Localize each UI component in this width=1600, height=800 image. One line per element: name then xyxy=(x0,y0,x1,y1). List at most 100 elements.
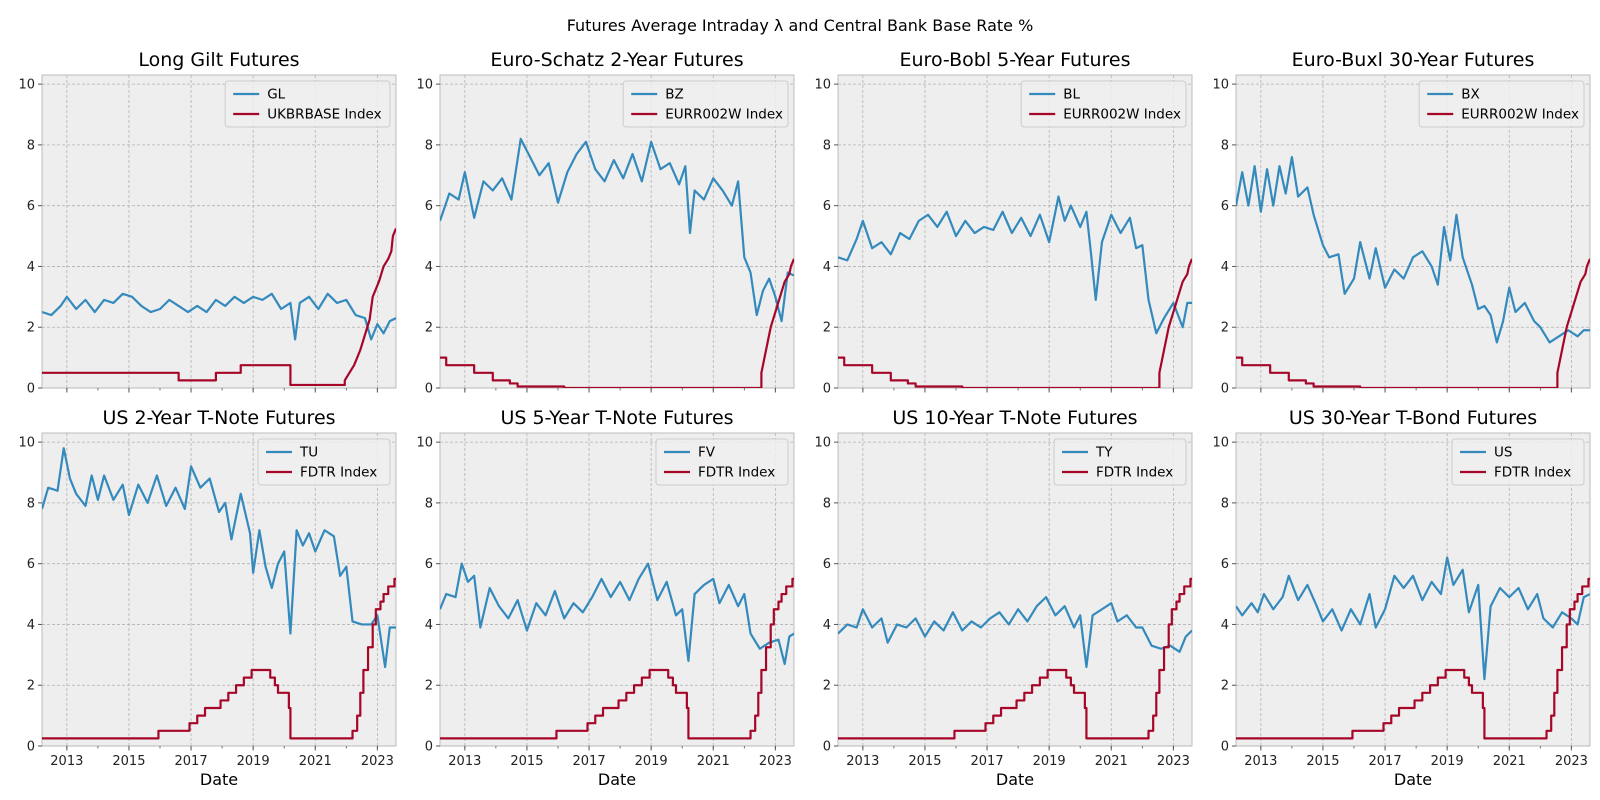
panel-title: Euro-Bobl 5-Year Futures xyxy=(900,49,1131,71)
y-tick-label: 0 xyxy=(27,382,35,397)
y-tick-label: 0 xyxy=(823,740,831,755)
x-tick-label: 2023 xyxy=(1555,754,1588,769)
futures-line xyxy=(1236,155,1590,344)
legend-label: BL xyxy=(1063,87,1080,103)
y-tick-label: 8 xyxy=(1221,496,1229,511)
y-tick-label: 10 xyxy=(814,78,831,93)
y-tick-label: 6 xyxy=(425,557,433,572)
y-tick-label: 6 xyxy=(823,557,831,572)
y-tick-label: 10 xyxy=(18,78,35,93)
legend-label: UKBRBASE Index xyxy=(267,107,381,123)
y-tick-label: 2 xyxy=(1221,321,1229,336)
x-tick-label: 2013 xyxy=(448,754,481,769)
x-tick-label: 2019 xyxy=(635,754,668,769)
y-tick-label: 6 xyxy=(1221,557,1229,572)
legend-label: US xyxy=(1494,445,1512,461)
y-tick-label: 10 xyxy=(1212,78,1229,93)
rate-line xyxy=(42,228,396,387)
y-tick-label: 2 xyxy=(27,679,35,694)
y-tick-label: 4 xyxy=(27,618,35,633)
y-tick-label: 6 xyxy=(27,557,35,572)
panel-title: Euro-Buxl 30-Year Futures xyxy=(1292,49,1535,71)
legend-label: FDTR Index xyxy=(698,465,775,481)
legend-box xyxy=(1451,438,1585,486)
subplot: 0 2 4 6 8 10 Long Gilt Futures GL UKBRBASE Index xyxy=(18,49,397,397)
futures-line xyxy=(440,562,794,666)
x-tick-label: 2019 xyxy=(237,754,270,769)
y-tick-label: 4 xyxy=(425,260,433,275)
y-tick-label: 0 xyxy=(1221,740,1229,755)
x-axis-label: Date xyxy=(200,770,238,789)
y-tick-label: 0 xyxy=(425,740,433,755)
legend: BL EURR002W Index xyxy=(1020,80,1187,128)
x-tick-label: 2017 xyxy=(1369,754,1402,769)
y-tick-label: 4 xyxy=(1221,618,1229,633)
rate-line xyxy=(42,577,396,740)
legend: GL UKBRBASE Index xyxy=(224,80,391,128)
legend-box xyxy=(257,438,391,486)
subplot: 0 2 4 6 8 10 Euro-Schatz 2-Year Futures BZ EURR0… xyxy=(416,49,795,397)
y-tick-label: 2 xyxy=(425,679,433,694)
y-tick-label: 6 xyxy=(823,199,831,214)
legend: TU FDTR Index xyxy=(257,438,391,486)
legend-label: FV xyxy=(698,445,716,461)
subplot: 0 2 4 6 8 10 2013 2015 2017 2019 2021 2023 US 10-Yea… xyxy=(814,407,1193,789)
panel-title: Long Gilt Futures xyxy=(138,49,299,71)
x-tick-label: 2021 xyxy=(1493,754,1526,769)
x-tick-label: 2021 xyxy=(1095,754,1128,769)
y-tick-label: 6 xyxy=(27,199,35,214)
y-tick-label: 4 xyxy=(27,260,35,275)
y-tick-label: 10 xyxy=(1212,436,1229,451)
panel-title: Euro-Schatz 2-Year Futures xyxy=(490,49,743,71)
panel-title: US 5-Year T-Note Futures xyxy=(500,407,733,429)
x-tick-label: 2021 xyxy=(697,754,730,769)
x-tick-label: 2021 xyxy=(299,754,332,769)
panel-title: US 10-Year T-Note Futures xyxy=(892,407,1137,429)
legend-label: GL xyxy=(267,87,285,103)
y-tick-label: 10 xyxy=(18,436,35,451)
legend-label: FDTR Index xyxy=(1494,465,1571,481)
y-tick-label: 10 xyxy=(814,436,831,451)
legend-label: BZ xyxy=(665,87,684,103)
legend: US FDTR Index xyxy=(1451,438,1585,486)
x-tick-label: 2019 xyxy=(1033,754,1066,769)
subplot: 0 2 4 6 8 10 2013 2015 2017 2019 2021 2023 US 2-Year… xyxy=(18,407,397,789)
legend-box xyxy=(224,80,391,128)
y-tick-label: 0 xyxy=(27,740,35,755)
y-tick-label: 8 xyxy=(1221,138,1229,153)
legend: TY FDTR Index xyxy=(1053,438,1187,486)
x-tick-label: 2015 xyxy=(112,754,145,769)
x-tick-label: 2017 xyxy=(573,754,606,769)
legend: BX EURR002W Index xyxy=(1418,80,1585,128)
subplot: 0 2 4 6 8 10 Euro-Buxl 30-Year Futures BX EURR00… xyxy=(1212,49,1591,397)
legend-box xyxy=(622,80,789,128)
legend-label: TU xyxy=(299,445,318,461)
figure-suptitle: Futures Average Intraday λ and Central B… xyxy=(567,16,1034,35)
rate-line xyxy=(838,258,1192,388)
x-tick-label: 2015 xyxy=(510,754,543,769)
legend-label: EURR002W Index xyxy=(665,107,783,123)
x-tick-label: 2023 xyxy=(759,754,792,769)
y-tick-label: 2 xyxy=(1221,679,1229,694)
x-tick-label: 2017 xyxy=(971,754,1004,769)
rate-line xyxy=(838,577,1192,740)
y-tick-label: 2 xyxy=(425,321,433,336)
x-tick-label: 2023 xyxy=(361,754,394,769)
legend-box xyxy=(1053,438,1187,486)
x-tick-label: 2019 xyxy=(1431,754,1464,769)
legend-label: BX xyxy=(1461,87,1480,103)
rate-line xyxy=(1236,577,1590,740)
panel-title: US 30-Year T-Bond Futures xyxy=(1289,407,1537,429)
x-tick-label: 2013 xyxy=(50,754,83,769)
x-tick-label: 2017 xyxy=(175,754,208,769)
subplot: 0 2 4 6 8 10 2013 2015 2017 2019 2021 2023 US 30-Yea… xyxy=(1212,407,1591,789)
x-tick-label: 2015 xyxy=(908,754,941,769)
futures-line xyxy=(838,195,1192,335)
y-tick-label: 0 xyxy=(425,382,433,397)
y-tick-label: 2 xyxy=(823,321,831,336)
y-tick-label: 8 xyxy=(823,138,831,153)
x-tick-label: 2013 xyxy=(1244,754,1277,769)
y-tick-label: 2 xyxy=(823,679,831,694)
futures-line xyxy=(1236,556,1590,681)
